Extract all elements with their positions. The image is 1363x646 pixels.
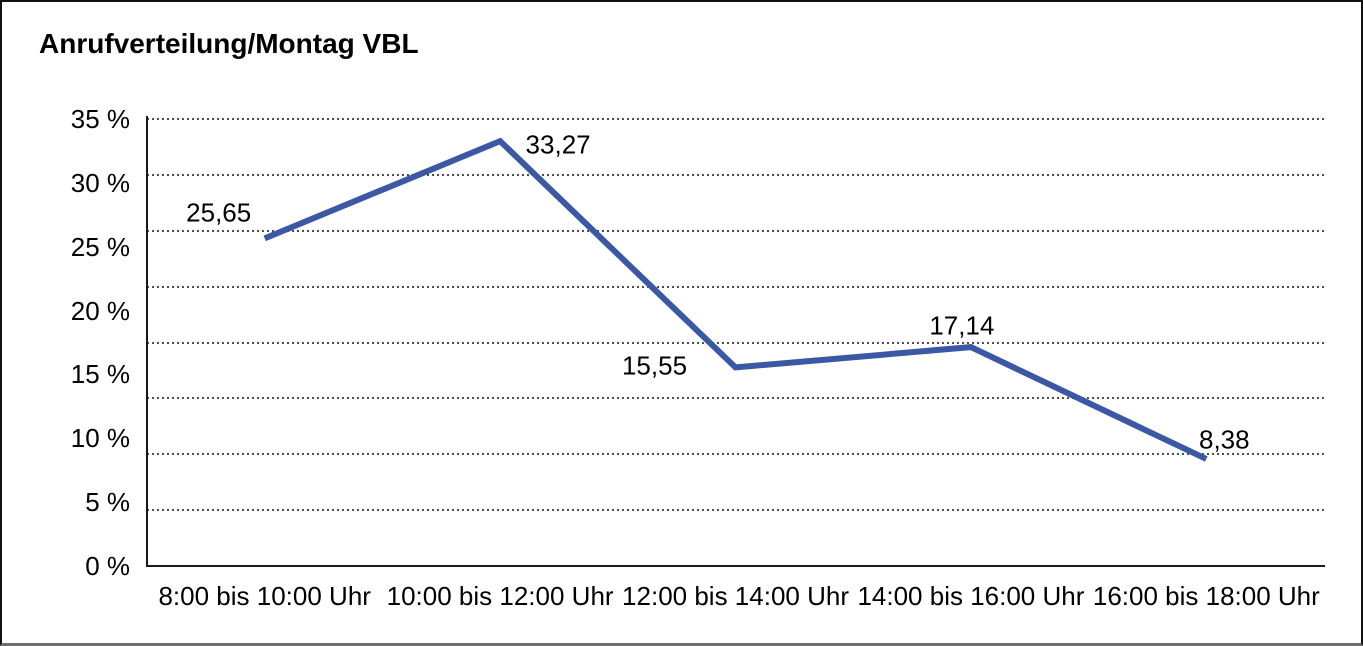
y-tick-label: 0 % (85, 551, 130, 581)
line-series-plot (263, 137, 1208, 462)
x-tick-label: 10:00 bis 12:00 Uhr (386, 581, 614, 611)
x-tick-label: 12:00 bis 14:00 Uhr (622, 581, 849, 611)
y-tick-label: 10 % (70, 423, 130, 454)
x-tick-label: 14:00 bis 16:00 Uhr (857, 581, 1085, 611)
gridline (147, 285, 1324, 288)
data-point-label: 33,27 (525, 129, 591, 160)
data-point-label: 25,65 (186, 197, 252, 228)
x-axis-tick-labels: 8:00 bis 10:00 Uhr 10:00 bis 12:00 Uhr 12:… (147, 581, 1324, 611)
data-point-label: 8,38 (1198, 424, 1250, 455)
series-line (263, 137, 1208, 462)
chart-title: Anrufverteilung/Montag VBL (39, 28, 419, 59)
gridline (147, 509, 1324, 512)
x-axis-line (146, 565, 1325, 567)
gridline (147, 453, 1324, 456)
data-point-label: 15,55 (621, 350, 688, 381)
gridline (147, 397, 1324, 400)
y-tick-label: 35 % (70, 104, 130, 134)
y-axis-line (146, 116, 148, 567)
x-tick-label: 16:00 bis 18:00 Uhr (1092, 581, 1320, 611)
gridline (147, 341, 1324, 344)
y-tick-label: 20 % (70, 295, 130, 326)
y-tick-label: 25 % (70, 231, 130, 262)
y-tick-label: 5 % (85, 487, 130, 518)
data-point-label: 17,14 (929, 310, 995, 341)
y-tick-label: 30 % (70, 167, 130, 198)
gridline (147, 229, 1324, 232)
gridline (147, 118, 1324, 120)
x-tick-label: 8:00 bis 10:00 Uhr (158, 581, 371, 611)
y-tick-label: 15 % (70, 359, 130, 390)
gridline (147, 173, 1324, 176)
